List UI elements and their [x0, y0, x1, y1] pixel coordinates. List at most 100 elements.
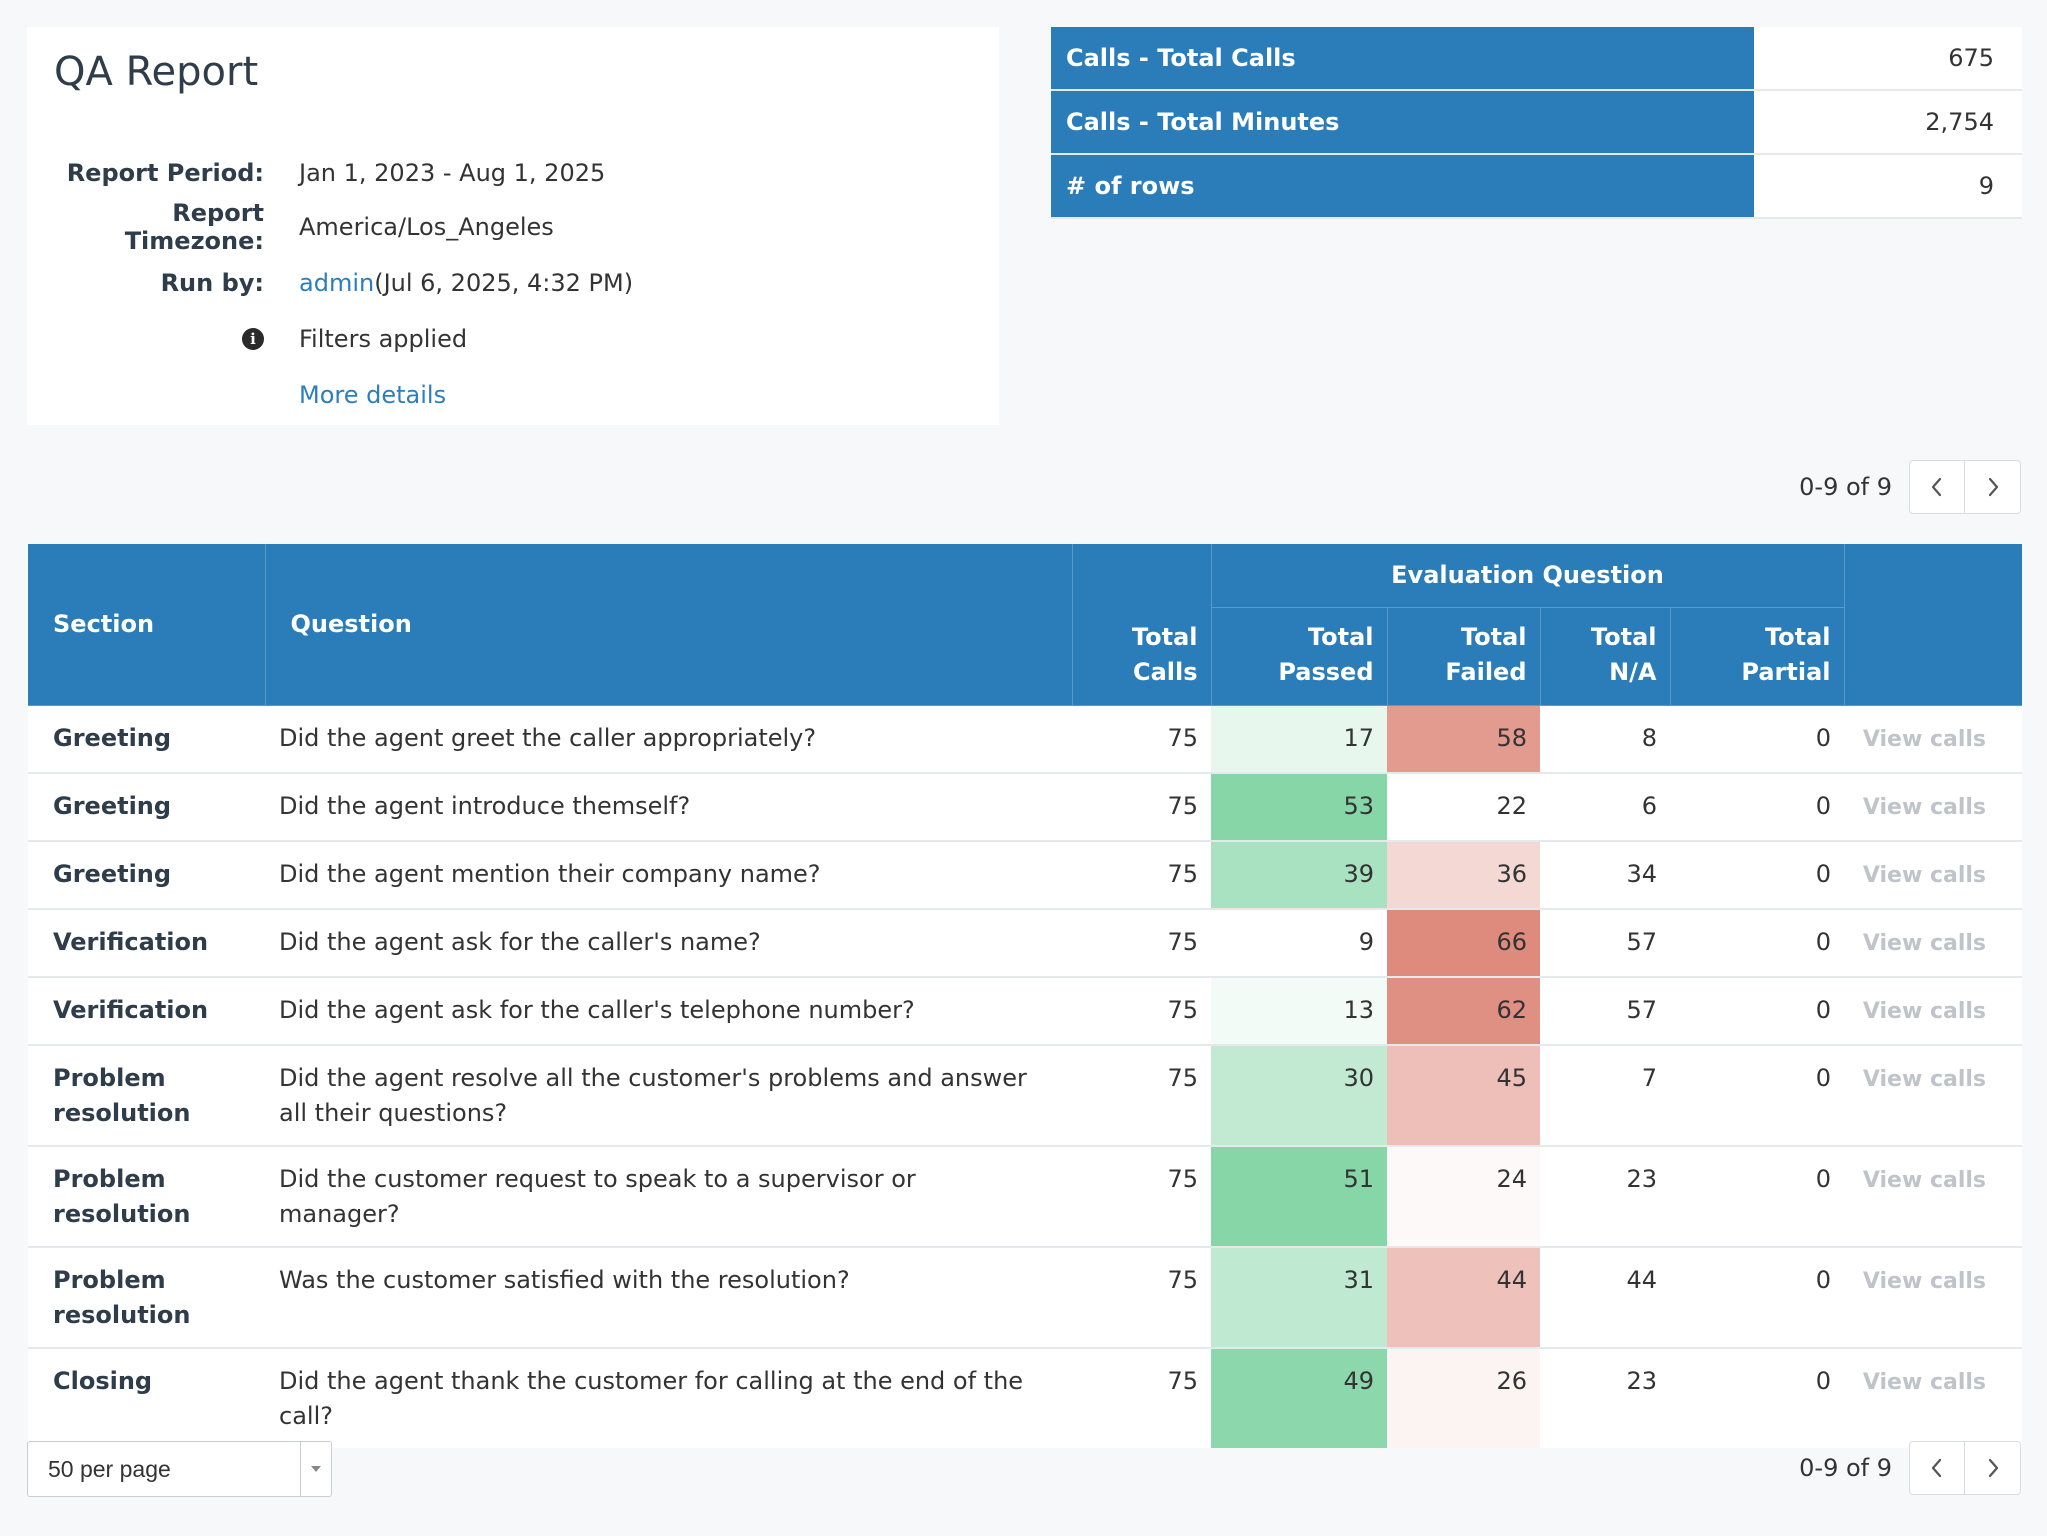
info-icon[interactable]: i — [242, 328, 264, 350]
next-page-button[interactable] — [1965, 460, 2021, 514]
chevron-left-icon — [1931, 1458, 1942, 1478]
stat-value: 9 — [1754, 154, 2022, 219]
more-details-row: More details — [27, 375, 446, 415]
view-calls-link[interactable]: View calls — [1862, 1269, 1987, 1294]
column-header-actions — [1843, 544, 2023, 706]
row-section: Problem resolution — [28, 1045, 265, 1147]
table-row: Problem resolution Was the customer satis… — [28, 1247, 2023, 1349]
row-total-na: 23 — [1540, 1146, 1670, 1248]
row-question: Did the agent ask for the caller's telep… — [265, 977, 1072, 1046]
column-header-question[interactable]: Question — [264, 544, 1073, 706]
column-header-total-calls[interactable]: Total Calls — [1071, 544, 1212, 706]
row-total-passed: 39 — [1211, 841, 1387, 910]
row-total-na: 44 — [1540, 1247, 1670, 1349]
more-details-link[interactable]: More details — [299, 381, 447, 409]
row-section: Greeting — [28, 841, 265, 910]
filters-applied-text: Filters applied — [299, 325, 468, 353]
row-total-na: 23 — [1626, 1367, 1657, 1395]
stat-label: Calls - Total Calls — [1051, 27, 1754, 91]
row-question: Did the agent greet the caller appropria… — [265, 705, 1072, 774]
row-section: Verification — [28, 909, 265, 978]
table-row: Greeting Did the agent introduce themself… — [28, 773, 2023, 842]
filters-row: i Filters applied — [27, 319, 467, 359]
view-calls-link[interactable]: View calls — [1862, 863, 1987, 888]
column-header-section[interactable]: Section — [28, 544, 266, 706]
run-by-label: Run by: — [160, 269, 264, 297]
run-by-user-link[interactable]: admin — [299, 269, 375, 297]
row-section: Greeting — [28, 705, 265, 774]
row-question: Did the agent mention their company name… — [265, 841, 1072, 910]
column-header-total-passed[interactable]: Total Passed — [1210, 606, 1388, 706]
row-total-calls: 75 — [1072, 977, 1211, 1046]
row-section: Problem resolution — [28, 1247, 265, 1349]
run-by-row: Run by: admin(Jul 6, 2025, 4:32 PM) — [27, 263, 634, 303]
row-total-na: 7 — [1540, 1045, 1670, 1147]
row-section: Verification — [28, 977, 265, 1046]
row-section: Problem resolution — [28, 1146, 265, 1248]
table-body: Greeting Did the agent greet the caller a… — [28, 705, 2023, 1448]
row-total-partial: 0 — [1815, 1367, 1832, 1395]
view-calls-link[interactable]: View calls — [1862, 726, 1987, 752]
report-timezone-label: Report Timezone: — [124, 199, 264, 255]
qa-report-table: Section Question Total Calls Evaluation … — [28, 544, 2023, 1448]
stat-row-total-minutes: Calls - Total Minutes 2,754 — [1051, 90, 2022, 155]
column-header-total-failed[interactable]: Total Failed — [1386, 606, 1541, 706]
table-row: Verification Did the agent ask for the ca… — [28, 977, 2023, 1046]
pagination-bottom: 0-9 of 9 — [1799, 1441, 2021, 1495]
caret-down-icon — [311, 1466, 321, 1472]
column-header-total-partial[interactable]: Total Partial — [1669, 606, 1845, 706]
column-group-evaluation-question: Evaluation Question — [1210, 544, 1845, 608]
row-total-na: 8 — [1540, 705, 1670, 774]
row-total-failed: 26 — [1387, 1348, 1540, 1448]
view-calls-link[interactable]: View calls — [1862, 1370, 1987, 1395]
pagination-range: 0-9 of 9 — [1799, 1454, 1892, 1482]
row-total-partial: 0 — [1670, 1247, 1845, 1349]
row-total-passed: 51 — [1211, 1146, 1387, 1248]
stat-value: 2,754 — [1754, 90, 2022, 155]
row-question: Did the agent ask for the caller's name? — [265, 909, 1072, 978]
chevron-right-icon — [1988, 477, 1998, 497]
row-question: Did the agent resolve all the customer's… — [265, 1045, 1072, 1147]
table-row: Greeting Did the agent mention their comp… — [28, 841, 2023, 910]
page-title: QA Report — [54, 49, 259, 95]
row-total-calls: 75 — [1072, 1045, 1211, 1147]
prev-page-button[interactable] — [1909, 1441, 1965, 1495]
row-question: Did the agent thank the customer for cal… — [279, 1367, 1024, 1430]
column-header-total-na[interactable]: Total N/A — [1539, 606, 1671, 706]
row-total-calls: 75 — [1072, 841, 1211, 910]
run-by-time: (Jul 6, 2025, 4:32 PM) — [374, 269, 634, 297]
view-calls-link[interactable]: View calls — [1862, 999, 1987, 1024]
row-total-partial: 0 — [1670, 909, 1845, 978]
row-section: Greeting — [28, 773, 265, 842]
report-period-value: Jan 1, 2023 - Aug 1, 2025 — [299, 159, 606, 187]
stat-label: # of rows — [1051, 154, 1754, 219]
row-total-failed: 36 — [1387, 841, 1540, 910]
stat-label: Calls - Total Minutes — [1051, 90, 1754, 155]
next-page-button[interactable] — [1965, 1441, 2021, 1495]
row-total-passed: 13 — [1211, 977, 1387, 1046]
row-total-failed: 24 — [1387, 1146, 1540, 1248]
run-by-value: admin(Jul 6, 2025, 4:32 PM) — [299, 269, 633, 297]
stat-row-total-calls: Calls - Total Calls 675 — [1051, 27, 2022, 91]
row-total-calls: 75 — [1167, 1367, 1198, 1395]
row-total-passed: 17 — [1211, 705, 1387, 774]
view-calls-link[interactable]: View calls — [1862, 1067, 1987, 1092]
row-total-na: 57 — [1540, 909, 1670, 978]
stat-value: 675 — [1754, 27, 2022, 91]
report-period-label: Report Period: — [66, 159, 264, 187]
table-row: Closing Did the agent thank the customer … — [28, 1348, 2022, 1448]
pagination-top: 0-9 of 9 — [1799, 460, 2021, 514]
report-timezone-row: Report Timezone: America/Los_Angeles — [27, 199, 554, 255]
view-calls-link[interactable]: View calls — [1862, 1168, 1987, 1193]
row-total-calls: 75 — [1072, 705, 1211, 774]
table-row: Problem resolution Did the customer reque… — [28, 1146, 2023, 1248]
per-page-select[interactable]: 50 per page — [27, 1441, 332, 1497]
row-total-failed: 22 — [1387, 773, 1540, 842]
prev-page-button[interactable] — [1909, 460, 1965, 514]
row-total-failed: 66 — [1387, 909, 1540, 978]
table-row: Problem resolution Did the agent resolve … — [28, 1045, 2023, 1147]
row-total-partial: 0 — [1670, 705, 1845, 774]
view-calls-link[interactable]: View calls — [1862, 795, 1987, 820]
view-calls-link[interactable]: View calls — [1862, 931, 1987, 956]
table-row: Verification Did the agent ask for the ca… — [28, 909, 2023, 978]
